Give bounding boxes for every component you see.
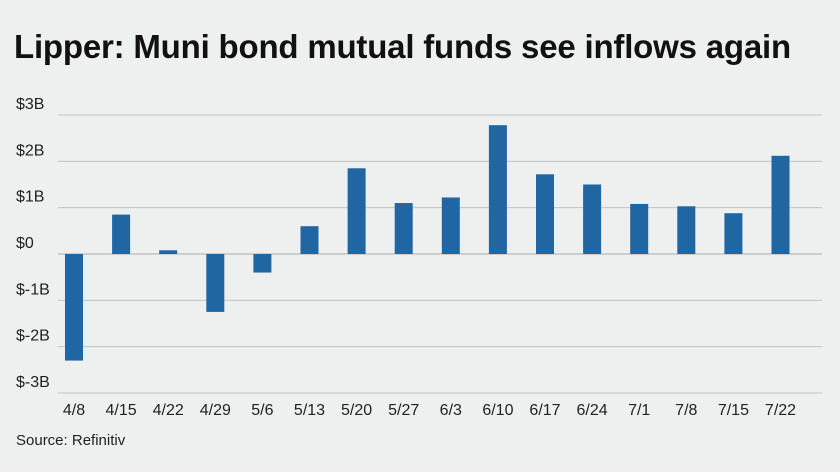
x-tick-label: 5/6 (251, 402, 273, 419)
x-tick-label: 4/15 (106, 402, 137, 419)
bar (253, 254, 272, 273)
bar (536, 174, 554, 254)
bar (347, 168, 366, 254)
y-axis-labels: $3B $2B $1B $0 $-1B $-2B $-3B (16, 96, 50, 391)
bar (206, 254, 225, 312)
bar (630, 203, 649, 254)
y-tick-label: $-3B (16, 374, 50, 391)
y-tick-label: $2B (16, 142, 44, 159)
chart-title: Lipper: Muni bond mutual funds see inflo… (14, 28, 791, 65)
bar (300, 226, 319, 254)
x-tick-label: 4/29 (200, 402, 231, 419)
bar (677, 206, 696, 254)
source-note: Source: Refinitiv (16, 432, 126, 449)
bars (65, 125, 790, 361)
bar (583, 184, 602, 254)
bar (441, 197, 460, 254)
y-tick-label: $1B (16, 189, 44, 206)
x-tick-label: 6/17 (529, 402, 560, 419)
x-tick-label: 7/1 (628, 402, 650, 419)
bar (112, 214, 131, 254)
x-axis-labels: 4/8 4/15 4/22 4/29 5/6 5/13 5/20 5/27 6/3 6/10 6/1… (63, 402, 796, 419)
bar (488, 125, 507, 255)
y-tick-label: $3B (16, 96, 44, 113)
x-tick-label: 4/8 (63, 402, 85, 419)
x-tick-label: 5/13 (294, 402, 325, 419)
bar (65, 254, 83, 361)
gridlines (58, 114, 822, 394)
y-tick-label: $-2B (16, 328, 50, 345)
bar (159, 250, 178, 254)
x-tick-label: 7/15 (718, 402, 749, 419)
bar (394, 203, 413, 254)
x-tick-label: 5/27 (388, 402, 419, 419)
bar (771, 155, 790, 254)
x-tick-label: 7/22 (765, 402, 796, 419)
x-tick-label: 6/3 (440, 402, 462, 419)
x-tick-label: 5/20 (341, 402, 372, 419)
x-tick-label: 7/8 (675, 402, 697, 419)
x-tick-label: 6/10 (482, 402, 513, 419)
y-tick-label: $0 (16, 235, 34, 252)
x-tick-label: 6/24 (577, 402, 608, 419)
x-tick-label: 4/22 (153, 402, 184, 419)
y-tick-label: $-1B (16, 281, 50, 298)
bar (724, 213, 743, 254)
